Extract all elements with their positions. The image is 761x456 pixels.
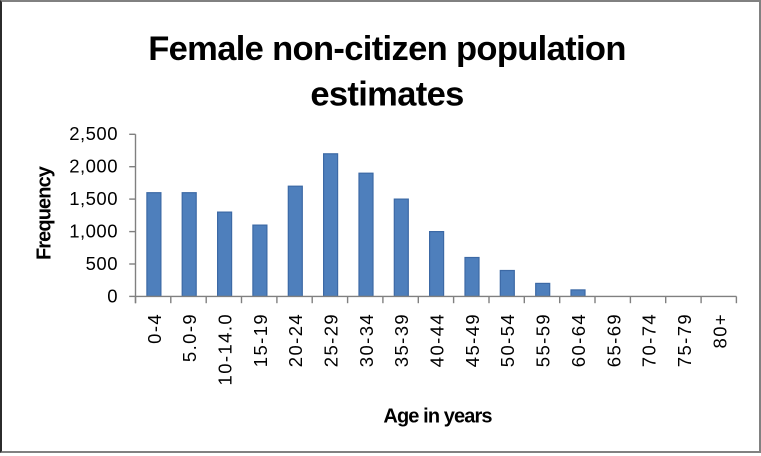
svg-text:25-29: 25-29 (321, 313, 342, 367)
svg-text:0: 0 (107, 285, 118, 306)
svg-text:Age in years: Age in years (383, 406, 492, 428)
svg-text:2,000: 2,000 (69, 156, 118, 177)
svg-text:5.0-9: 5.0-9 (179, 313, 200, 362)
svg-text:20-24: 20-24 (285, 313, 306, 367)
svg-text:2,500: 2,500 (69, 123, 118, 144)
svg-text:75-79: 75-79 (674, 313, 695, 367)
svg-text:estimates: estimates (310, 76, 463, 114)
svg-text:Frequency: Frequency (34, 165, 56, 260)
svg-text:15-19: 15-19 (250, 313, 271, 367)
svg-text:1,500: 1,500 (69, 188, 118, 209)
svg-text:50-54: 50-54 (497, 313, 518, 367)
svg-text:45-49: 45-49 (462, 313, 483, 367)
svg-text:70-74: 70-74 (639, 313, 660, 367)
svg-text:80+: 80+ (709, 313, 730, 349)
svg-text:40-44: 40-44 (427, 313, 448, 367)
svg-text:30-34: 30-34 (356, 313, 377, 367)
svg-text:55-59: 55-59 (533, 313, 554, 367)
svg-text:500: 500 (86, 253, 118, 274)
svg-text:1,000: 1,000 (69, 221, 118, 242)
svg-text:10-14.0: 10-14.0 (215, 313, 236, 386)
svg-text:0-4: 0-4 (144, 313, 165, 344)
svg-text:35-39: 35-39 (391, 313, 412, 367)
svg-text:60-64: 60-64 (568, 313, 589, 367)
svg-text:65-69: 65-69 (603, 313, 624, 367)
svg-text:Female non-citizen population: Female non-citizen population (148, 30, 626, 68)
